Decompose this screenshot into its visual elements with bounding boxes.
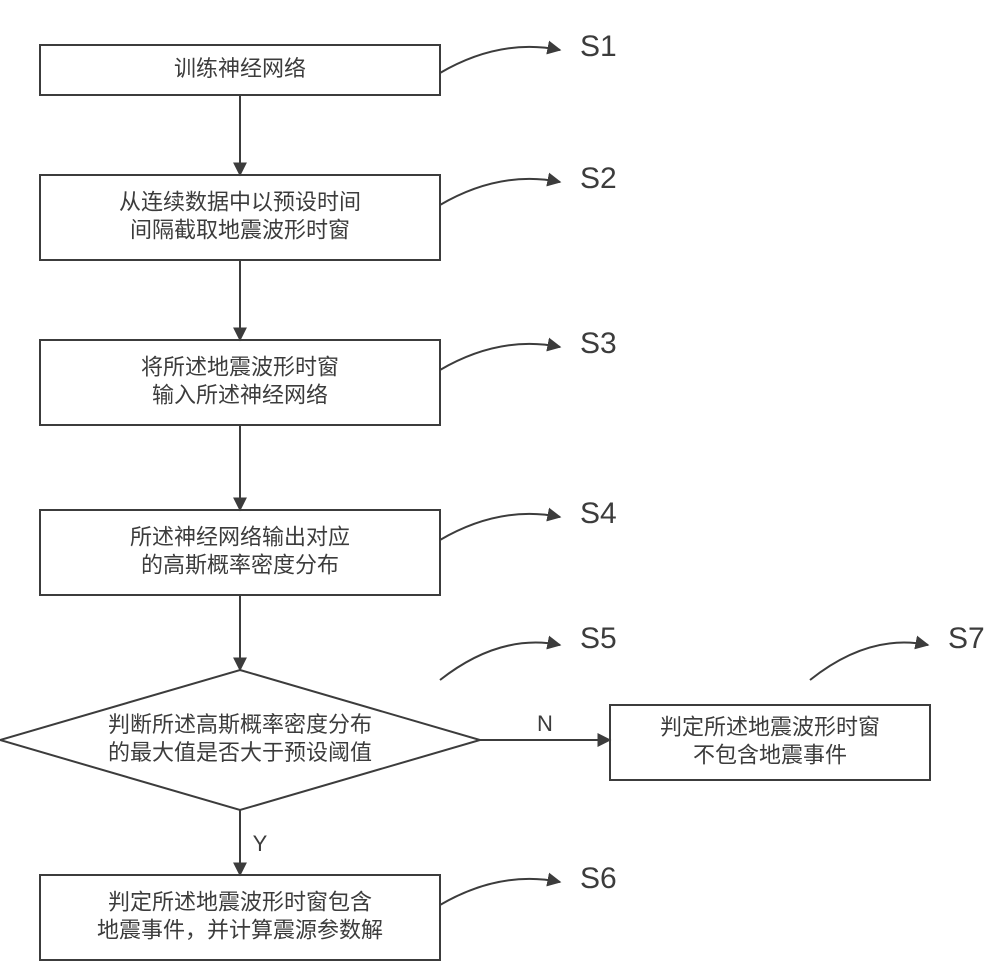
step-label-S5: S5: [580, 622, 617, 655]
node-text: 所述神经网络输出对应: [130, 524, 350, 549]
edge-label: Y: [253, 831, 268, 856]
node-n4: 所述神经网络输出对应的高斯概率密度分布: [40, 510, 440, 595]
step-label-S1: S1: [580, 30, 617, 63]
node-text: 判定所述地震波形时窗包含: [108, 889, 372, 914]
node-n6: 判定所述地震波形时窗包含地震事件，并计算震源参数解: [40, 875, 440, 960]
node-text: 的最大值是否大于预设阈值: [108, 740, 372, 765]
label-arrow-S7: [810, 643, 928, 680]
node-n7: 判定所述地震波形时窗不包含地震事件: [610, 705, 930, 780]
node-text: 将所述地震波形时窗: [141, 354, 339, 379]
node-n3: 将所述地震波形时窗输入所述神经网络: [40, 340, 440, 425]
label-arrow-S5: [440, 643, 560, 680]
node-text: 不包含地震事件: [693, 742, 847, 767]
node-text: 的高斯概率密度分布: [141, 552, 339, 577]
node-text: 从连续数据中以预设时间: [119, 189, 361, 214]
label-arrow-S1: [440, 47, 560, 73]
node-n1: 训练神经网络: [40, 45, 440, 95]
node-text: 地震事件，并计算震源参数解: [97, 917, 383, 942]
node-text: 判定所述地震波形时窗: [660, 714, 880, 739]
node-text: 判断所述高斯概率密度分布: [108, 712, 372, 737]
node-text: 间隔截取地震波形时窗: [130, 217, 350, 242]
label-arrow-S6: [440, 879, 560, 905]
step-label-S7: S7: [948, 622, 985, 655]
flowchart-canvas: 训练神经网络从连续数据中以预设时间间隔截取地震波形时窗将所述地震波形时窗输入所述…: [0, 0, 1000, 974]
node-n2: 从连续数据中以预设时间间隔截取地震波形时窗: [40, 175, 440, 260]
edge-label: N: [537, 711, 553, 736]
node-text: 输入所述神经网络: [152, 382, 328, 407]
step-label-S3: S3: [580, 327, 617, 360]
node-n5: 判断所述高斯概率密度分布的最大值是否大于预设阈值: [0, 670, 480, 810]
label-arrow-S3: [440, 344, 560, 370]
node-text: 训练神经网络: [174, 56, 306, 81]
label-arrow-S2: [440, 179, 560, 205]
label-arrow-S4: [440, 514, 560, 540]
step-label-S4: S4: [580, 497, 617, 530]
step-label-S6: S6: [580, 862, 617, 895]
step-label-S2: S2: [580, 162, 617, 195]
